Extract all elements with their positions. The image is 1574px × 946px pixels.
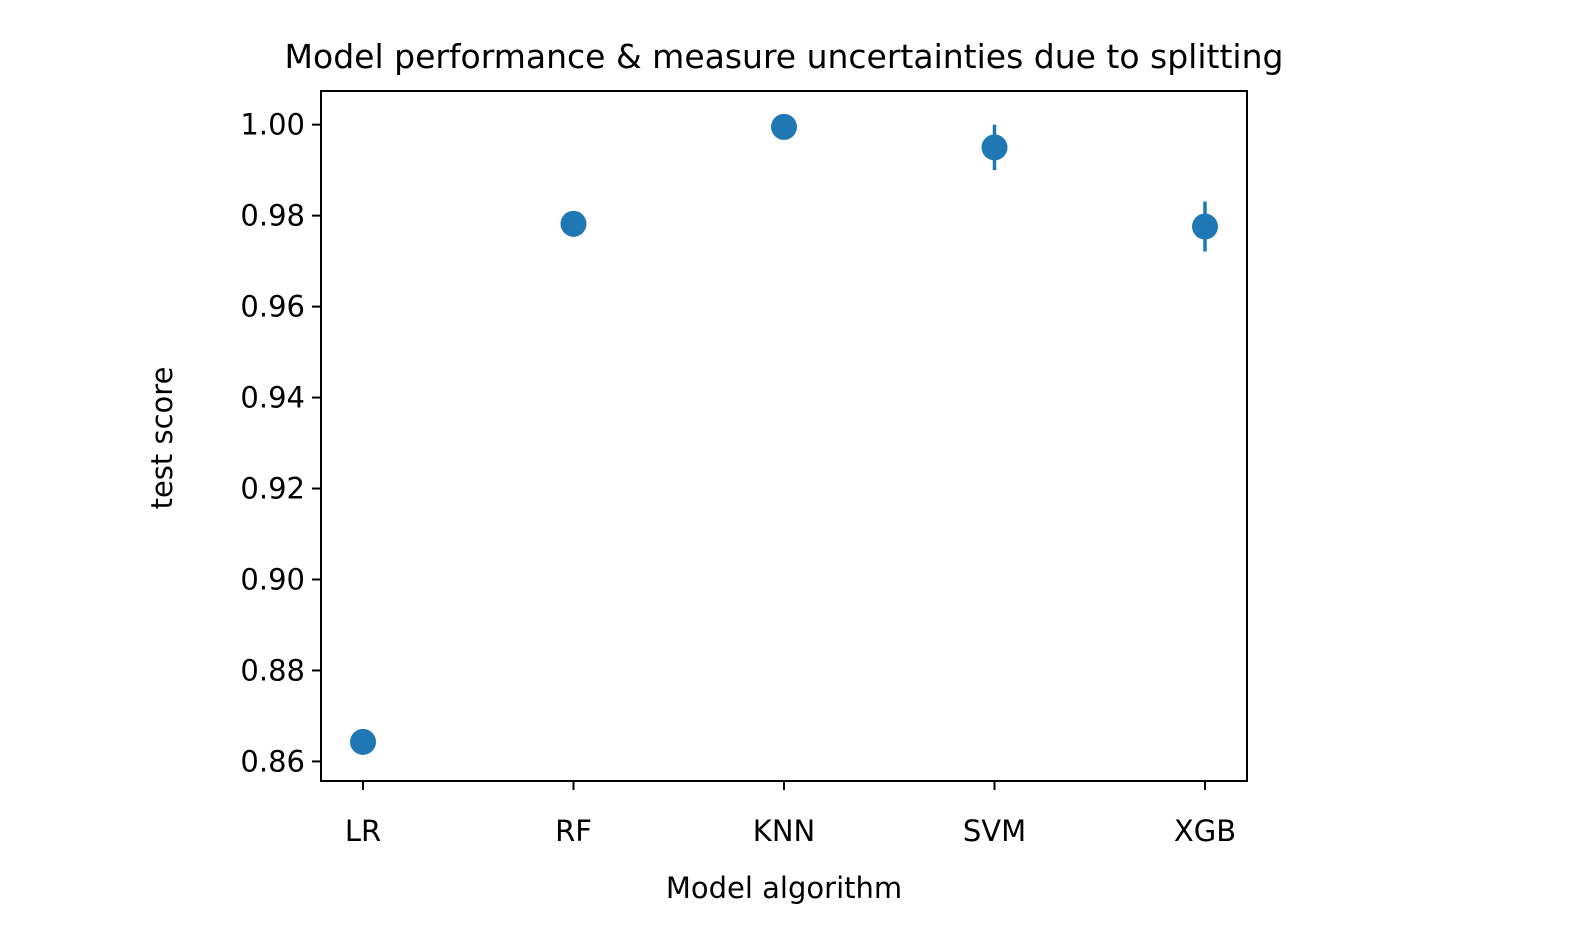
y-tick-label: 0.88	[240, 653, 305, 687]
y-tick-label: 0.90	[240, 563, 305, 597]
y-axis-ticks: 0.86 0.88 0.90 0.92 0.94 0.96 0.98 1.00	[240, 108, 321, 778]
data-point-knn	[771, 113, 797, 140]
y-tick-label: 0.98	[240, 199, 305, 233]
y-tick-label: 0.92	[240, 472, 305, 506]
data-point-rf	[560, 210, 587, 237]
data-point-xgb	[1192, 213, 1218, 240]
y-tick-label: 0.94	[240, 381, 305, 415]
y-tick-label: 0.86	[240, 744, 305, 778]
y-tick-label: 0.96	[240, 290, 305, 324]
x-tick-label-xgb: XGB	[1174, 814, 1236, 848]
data-point-lr	[350, 728, 376, 755]
y-tick-label: 1.00	[240, 108, 305, 142]
x-axis-ticks: LR RF KNN SVM XGB	[345, 781, 1236, 848]
plot-area-frame	[320, 90, 1248, 782]
data-points	[350, 113, 1218, 755]
x-tick-label-lr: LR	[345, 814, 381, 848]
x-axis-label: Model algorithm	[666, 871, 902, 905]
x-tick-label-knn: KNN	[753, 814, 815, 848]
data-point-svm	[981, 134, 1008, 161]
chart-title: Model performance & measure uncertaintie…	[285, 37, 1284, 76]
x-tick-label-rf: RF	[555, 814, 592, 848]
x-tick-label-svm: SVM	[963, 814, 1026, 848]
y-axis-label: test score	[145, 367, 179, 510]
